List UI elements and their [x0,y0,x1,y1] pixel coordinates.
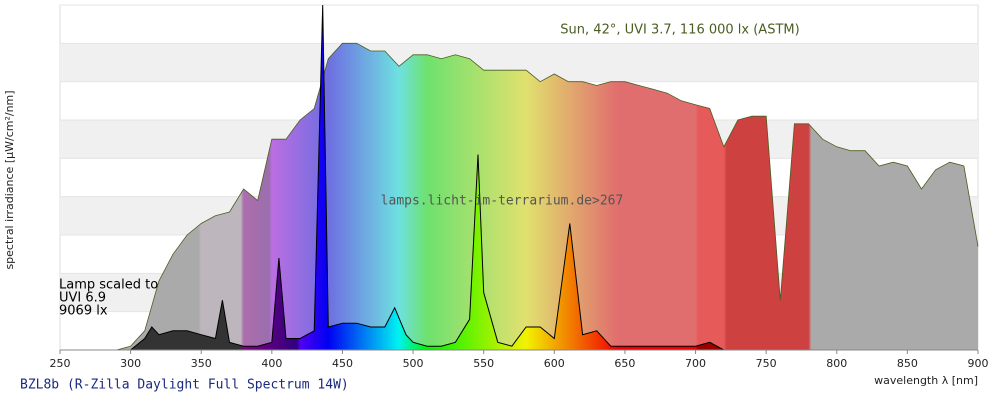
lamp-label: 9069 lx [59,304,108,319]
x-axis-label: wavelength λ [nm] [874,374,978,387]
lamp-label: Lamp scaled to [59,278,158,293]
lamp-label: UVI 6.9 [59,291,106,306]
x-tick-label: 600 [544,357,565,370]
x-tick-label: 650 [614,357,635,370]
series-line [116,42,979,351]
x-tick-label: 300 [120,357,141,370]
x-tick-label: 800 [826,357,847,370]
x-tick-label: 500 [403,357,424,370]
legend-entry: Sun, 42°, UVI 3.7, 116 000 lx (ASTM) [560,23,799,38]
x-tick-label: 400 [261,357,282,370]
x-tick-label: 250 [50,357,71,370]
y-axis-label: spectral irradiance [µW/cm²/nm] [3,90,16,269]
series-line [116,4,978,351]
chart-title: BZL8b (R-Zilla Daylight Full Spectrum 14… [20,378,349,393]
x-tick-label: 550 [473,357,494,370]
x-tick-label: 850 [897,357,918,370]
x-tick-label: 350 [191,357,212,370]
x-tick-label: 750 [756,357,777,370]
x-tick-label: 700 [685,357,706,370]
x-tick-label: 450 [332,357,353,370]
x-tick-label: 900 [968,357,989,370]
area-fill [116,43,978,351]
watermark: lamps.licht-im-terrarium.de>267 [381,194,624,209]
